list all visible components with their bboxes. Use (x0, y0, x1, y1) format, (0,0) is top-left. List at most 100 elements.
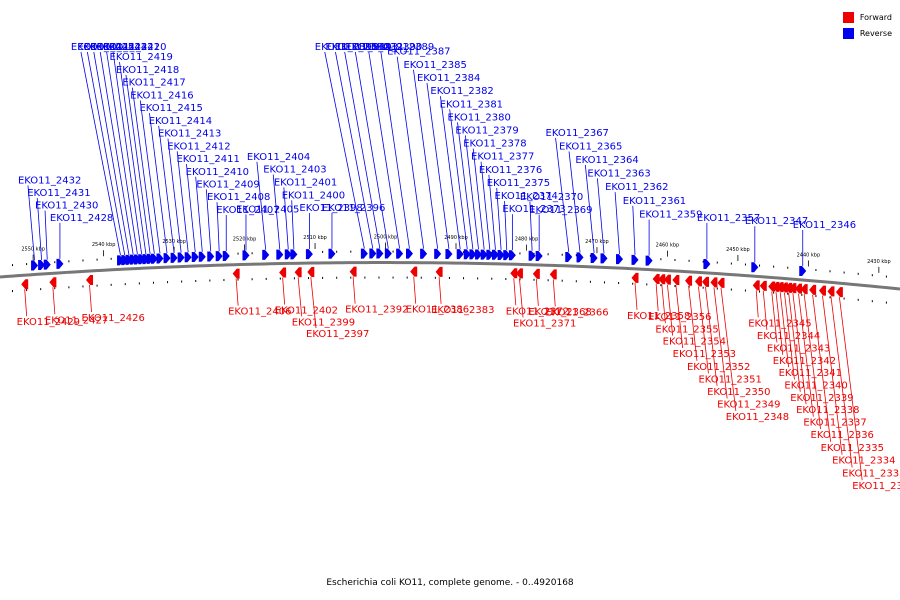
gene-label[interactable]: EKO11_2385 (403, 60, 466, 71)
forward-gene-arrow[interactable] (789, 283, 797, 294)
gene-label[interactable]: EKO11_2423 (84, 42, 147, 53)
reverse-gene-arrow[interactable] (56, 258, 64, 269)
gene-label[interactable]: EKO11_2380 (448, 112, 511, 123)
reverse-gene-arrow[interactable] (38, 260, 46, 271)
gene-label[interactable]: EKO11_2386 (406, 305, 469, 316)
gene-label[interactable]: EKO11_2348 (726, 412, 789, 423)
forward-gene-arrow[interactable] (21, 279, 29, 290)
reverse-gene-arrow[interactable] (405, 248, 413, 259)
gene-label[interactable]: EKO11_2422 (90, 42, 153, 53)
gene-label[interactable]: EKO11_2371 (513, 318, 576, 329)
forward-gene-arrow[interactable] (307, 267, 315, 278)
gene-label[interactable]: EKO11_2395 (315, 42, 378, 53)
gene-label[interactable]: EKO11_2341 (779, 368, 842, 379)
gene-label[interactable]: EKO11_2350 (707, 387, 770, 398)
gene-label[interactable]: EKO11_2364 (575, 155, 638, 166)
gene-label[interactable]: EKO11_2334 (832, 456, 895, 467)
reverse-gene-arrow[interactable] (117, 255, 125, 266)
reverse-gene-arrow[interactable] (528, 250, 536, 261)
gene-label[interactable]: EKO11_2369 (529, 205, 592, 216)
reverse-gene-arrow[interactable] (156, 253, 164, 264)
gene-label[interactable]: EKO11_2354 (663, 337, 726, 348)
reverse-gene-arrow[interactable] (475, 249, 483, 260)
gene-label[interactable]: EKO11_2338 (796, 405, 859, 416)
gene-label[interactable]: EKO11_2425 (71, 42, 134, 53)
reverse-gene-arrow[interactable] (503, 250, 511, 261)
gene-label[interactable]: EKO11_2384 (417, 73, 480, 84)
gene-label[interactable]: EKO11_2396 (322, 203, 385, 214)
reverse-gene-arrow[interactable] (396, 248, 404, 259)
reverse-gene-arrow[interactable] (276, 249, 284, 260)
gene-label[interactable]: EKO11_2378 (463, 139, 526, 150)
forward-gene-arrow[interactable] (86, 275, 94, 286)
gene-label[interactable]: EKO11_2365 (559, 141, 622, 152)
reverse-gene-arrow[interactable] (125, 254, 133, 265)
gene-label[interactable]: EKO11_2404 (247, 152, 310, 163)
gene-label[interactable]: EKO11_2383 (431, 305, 494, 316)
reverse-gene-arrow[interactable] (133, 254, 141, 265)
gene-label[interactable]: EKO11_2374 (495, 191, 558, 202)
gene-label[interactable]: EKO11_2401 (274, 177, 337, 188)
reverse-gene-arrow[interactable] (142, 254, 150, 265)
forward-gene-arrow[interactable] (772, 281, 780, 292)
gene-label[interactable]: EKO11_2431 (27, 188, 90, 199)
reverse-gene-arrow[interactable] (31, 260, 39, 271)
forward-gene-arrow[interactable] (827, 286, 835, 297)
gene-label[interactable]: EKO11_2356 (648, 312, 711, 323)
forward-gene-arrow[interactable] (658, 274, 666, 285)
gene-label[interactable]: EKO11_2392 (345, 305, 408, 316)
forward-gene-arrow[interactable] (835, 287, 843, 298)
forward-gene-arrow[interactable] (818, 285, 826, 296)
reverse-gene-arrow[interactable] (242, 250, 250, 261)
reverse-gene-arrow[interactable] (369, 248, 377, 259)
reverse-gene-arrow[interactable] (631, 254, 639, 265)
gene-label[interactable]: EKO11_2420 (103, 42, 166, 53)
forward-gene-arrow[interactable] (349, 266, 357, 277)
forward-gene-arrow[interactable] (785, 282, 793, 293)
gene-label[interactable]: EKO11_2345 (748, 318, 811, 329)
forward-gene-arrow[interactable] (49, 277, 57, 288)
gene-label[interactable]: EKO11_2407 (216, 205, 279, 216)
forward-gene-arrow[interactable] (532, 268, 540, 279)
reverse-gene-arrow[interactable] (751, 262, 759, 273)
reverse-gene-arrow[interactable] (360, 248, 368, 259)
forward-gene-arrow[interactable] (279, 267, 287, 278)
gene-label[interactable]: EKO11_2419 (110, 52, 173, 63)
gene-label[interactable]: EKO11_2391 (345, 42, 408, 53)
gene-label[interactable]: EKO11_2336 (811, 430, 874, 441)
reverse-gene-arrow[interactable] (163, 253, 171, 264)
gene-label[interactable]: EKO11_2400 (282, 190, 345, 201)
forward-gene-arrow[interactable] (510, 268, 518, 279)
gene-label[interactable]: EKO11_2405 (236, 204, 299, 215)
reverse-gene-arrow[interactable] (456, 249, 464, 260)
gene-label[interactable]: EKO11_2355 (655, 324, 718, 335)
reverse-gene-arrow[interactable] (469, 249, 477, 260)
forward-gene-arrow[interactable] (435, 266, 443, 277)
reverse-gene-arrow[interactable] (290, 249, 298, 260)
gene-label[interactable]: EKO11_2377 (471, 152, 534, 163)
forward-gene-arrow[interactable] (410, 266, 418, 277)
reverse-gene-arrow[interactable] (508, 250, 516, 261)
gene-label[interactable]: EKO11_2335 (821, 443, 884, 454)
gene-label[interactable]: EKO11_2359 (639, 210, 702, 221)
gene-label[interactable]: EKO11_2428 (50, 213, 113, 224)
forward-gene-arrow[interactable] (701, 276, 709, 287)
gene-label[interactable]: EKO11_2415 (139, 103, 202, 114)
reverse-gene-arrow[interactable] (486, 249, 494, 260)
gene-label[interactable]: EKO11_2390 (359, 42, 422, 53)
gene-label[interactable]: EKO11_2347 (745, 216, 808, 227)
reverse-gene-arrow[interactable] (376, 248, 384, 259)
gene-label[interactable]: EKO11_2432 (18, 176, 81, 187)
gene-label[interactable]: EKO11_2399 (292, 317, 355, 328)
reverse-gene-arrow[interactable] (191, 252, 199, 263)
forward-gene-arrow[interactable] (672, 275, 680, 286)
reverse-gene-arrow[interactable] (799, 265, 807, 276)
gene-label[interactable]: EKO11_2429 (17, 317, 80, 328)
gene-label[interactable]: EKO11_2332 (852, 481, 900, 492)
reverse-gene-arrow[interactable] (645, 255, 653, 266)
gene-label[interactable]: EKO11_2349 (717, 399, 780, 410)
reverse-gene-arrow[interactable] (497, 249, 505, 260)
gene-label[interactable]: EKO11_2412 (167, 141, 230, 152)
reverse-gene-arrow[interactable] (420, 248, 428, 259)
reverse-gene-arrow[interactable] (480, 249, 488, 260)
